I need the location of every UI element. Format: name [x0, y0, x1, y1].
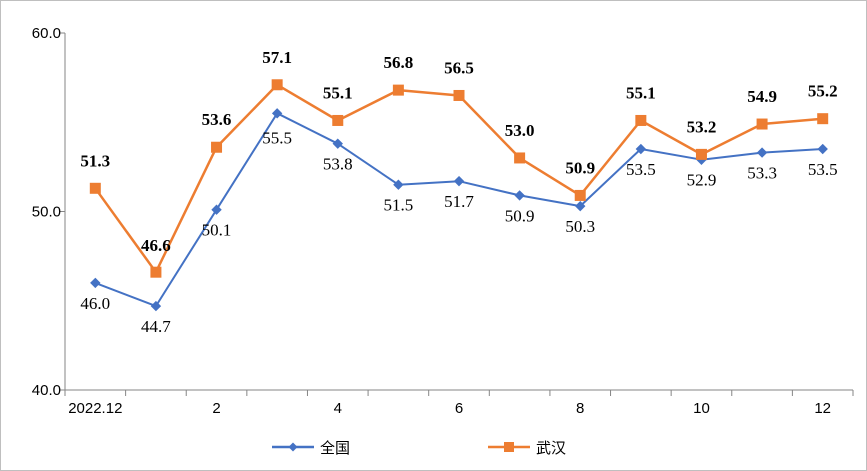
marker-wuhan	[817, 113, 829, 125]
data-label-wuhan: 53.2	[687, 117, 717, 136]
legend-label: 武汉	[536, 439, 566, 457]
marker-national	[211, 204, 222, 215]
series-markers	[89, 79, 829, 312]
marker-wuhan	[756, 118, 768, 130]
data-label-national: 50.3	[565, 217, 595, 236]
marker-national	[271, 108, 283, 119]
marker-wuhan	[635, 114, 647, 126]
x-tick-label: 10	[693, 400, 710, 417]
data-labels: 46.0 44.7 50.1 55.5 53.8 51.5 51.7 50.9 50.3 53.5…	[80, 48, 837, 336]
marker-wuhan	[574, 189, 586, 201]
y-tick-label: 50.0	[32, 204, 61, 221]
marker-wuhan	[453, 89, 465, 101]
data-label-national: 52.9	[687, 171, 717, 190]
marker-wuhan	[89, 182, 101, 194]
marker-national	[150, 300, 162, 312]
marker-national	[817, 143, 828, 155]
marker-national	[514, 190, 525, 201]
data-label-national: 53.5	[626, 160, 656, 179]
marker-wuhan	[211, 141, 223, 153]
marker-wuhan	[271, 79, 283, 91]
marker-wuhan	[150, 266, 162, 278]
legend-wuhan: 武汉	[488, 439, 566, 457]
data-label-national: 55.5	[262, 128, 292, 147]
x-tick-label: 12	[814, 400, 831, 417]
data-label-national: 44.7	[141, 317, 171, 336]
data-label-national: 50.1	[202, 221, 232, 240]
data-label-wuhan: 57.1	[262, 48, 292, 67]
data-label-wuhan: 53.6	[202, 110, 232, 129]
data-label-wuhan: 55.1	[626, 83, 656, 102]
marker-wuhan	[332, 114, 344, 126]
y-tick-label: 40.0	[32, 382, 61, 399]
data-label-national: 53.5	[808, 160, 838, 179]
data-label-wuhan: 51.3	[80, 151, 110, 170]
data-label-wuhan: 55.2	[808, 82, 838, 101]
marker-wuhan	[392, 84, 404, 96]
marker-national	[90, 277, 101, 289]
legend-label: 全国	[320, 439, 350, 457]
data-label-wuhan: 46.6	[141, 236, 171, 255]
legend: 全国 武汉	[272, 439, 566, 457]
marker-national	[332, 138, 343, 149]
marker-wuhan	[514, 152, 526, 164]
y-tick-labels: 60.0 50.0 40.0	[32, 25, 65, 399]
marker-national	[393, 179, 404, 190]
legend-national: 全国	[272, 439, 350, 457]
x-tick-label: 6	[455, 400, 463, 417]
data-label-wuhan: 50.9	[565, 158, 595, 177]
y-tick-label: 60.0	[32, 25, 61, 42]
data-label-national: 50.9	[505, 206, 535, 225]
data-label-national: 51.5	[384, 196, 414, 215]
x-tick-label: 2	[212, 400, 220, 417]
data-label-wuhan: 53.0	[505, 121, 535, 140]
data-label-wuhan: 56.5	[444, 58, 474, 77]
data-label-national: 53.3	[747, 164, 777, 183]
marker-national	[756, 147, 768, 158]
x-tick-labels: 2022.12 2 4 6 8 10 12	[64, 390, 854, 417]
legend-marker	[504, 442, 514, 452]
marker-national	[635, 143, 647, 155]
data-label-national: 51.7	[444, 192, 474, 211]
x-tick-label: 2022.12	[68, 400, 122, 417]
marker-national	[575, 200, 586, 212]
marker-national	[453, 175, 465, 187]
x-tick-label: 4	[334, 400, 342, 417]
x-tick-label: 8	[576, 400, 584, 417]
data-label-wuhan: 54.9	[747, 87, 777, 106]
data-label-national: 46.0	[80, 294, 110, 313]
legend-marker	[288, 442, 298, 452]
data-label-wuhan: 56.8	[384, 53, 414, 72]
marker-wuhan	[695, 148, 707, 160]
data-label-national: 53.8	[323, 155, 353, 174]
data-label-wuhan: 55.1	[323, 83, 353, 102]
axes	[64, 33, 853, 391]
